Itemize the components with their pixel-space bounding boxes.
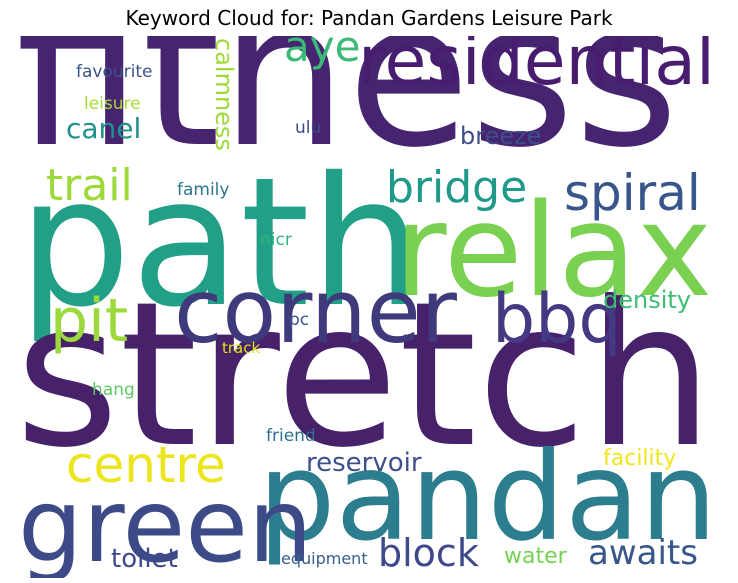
chart-title: Keyword Cloud for: Pandan Gardens Leisur… [125, 6, 613, 30]
word-equipment: equipment [281, 549, 368, 568]
word-breeze: breeze [460, 122, 542, 150]
word-aye: aye [284, 36, 361, 71]
word-cloud: fitness path stretch relax corner pandan… [14, 36, 724, 578]
word-facility: facility [603, 446, 677, 471]
word-stretch: stretch [15, 259, 714, 492]
word-path: path [18, 139, 423, 346]
word-density: density [603, 286, 691, 314]
word-water: water [504, 544, 567, 569]
word-corner: corner [174, 260, 457, 363]
word-bbq: bbq [492, 280, 622, 359]
word-bridge: bridge [386, 162, 528, 213]
word-awaits: awaits [588, 533, 698, 573]
word-favourite: favourite [76, 62, 153, 82]
word-nicr: nicr [260, 230, 292, 250]
word-centre: centre [66, 436, 226, 494]
word-block: block [378, 531, 479, 575]
word-pc: pc [289, 310, 310, 330]
word-pandan: pandan [258, 426, 718, 568]
word-relax: relax [394, 177, 713, 326]
word-residential: residential [358, 36, 715, 101]
word-fitness: fitness [16, 36, 679, 192]
word-pit: pit [50, 286, 129, 356]
word-family: family [177, 180, 230, 200]
word-hang: hang [92, 380, 135, 400]
word-green: green [18, 467, 313, 578]
word-calmness: calmness [210, 38, 238, 151]
word-friend: friend [266, 426, 316, 446]
word-trail: trail [46, 160, 133, 211]
word-leisure: leisure [84, 94, 141, 114]
word-spiral: spiral [564, 164, 701, 222]
word-track: track [222, 339, 261, 357]
word-toilet: toilet [111, 544, 178, 574]
word-canel: canel [66, 112, 142, 145]
word-ulu: ulu [295, 118, 322, 138]
word-reservoir: reservoir [306, 448, 422, 478]
